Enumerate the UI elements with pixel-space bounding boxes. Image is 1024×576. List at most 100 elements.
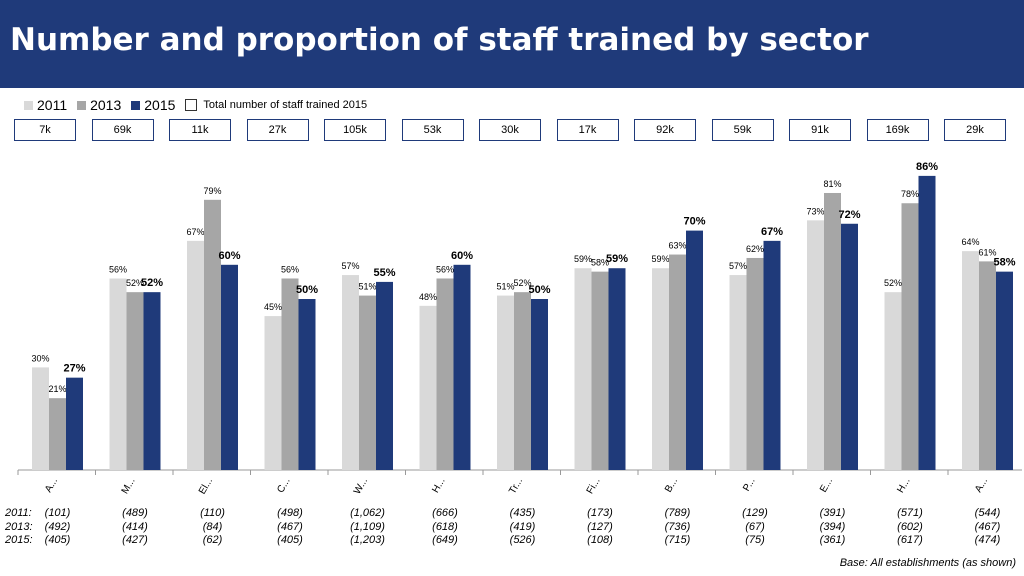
- base-cell: (649): [432, 534, 458, 546]
- bar-chart: 30%21%27%A...56%52%52%M...67%79%60%El...…: [17, 161, 1022, 496]
- data-label: 57%: [729, 261, 747, 271]
- bar-2013: [979, 261, 996, 470]
- data-label: 78%: [901, 189, 919, 199]
- header-banner: Number and proportion of staff trained b…: [0, 0, 1024, 88]
- bar-2015: [221, 264, 238, 470]
- legend-swatch: [77, 100, 87, 110]
- base-cell: (361): [819, 534, 846, 546]
- data-label: 81%: [823, 179, 841, 189]
- data-label: 51%: [496, 282, 514, 292]
- data-label: 52%: [141, 277, 163, 289]
- base-cell: (129): [742, 507, 768, 519]
- bar-2011: [884, 292, 902, 470]
- legend-label: 2011: [37, 97, 68, 113]
- total-box: 7k: [14, 119, 76, 141]
- base-cell: (391): [819, 507, 846, 519]
- data-label: 73%: [806, 206, 824, 216]
- base-row-label: 2015:: [5, 534, 33, 546]
- base-note: Base: All establishments (as shown): [839, 557, 1016, 569]
- legend-label: 2013: [90, 97, 122, 113]
- data-label: 27%: [63, 363, 85, 375]
- data-label: 56%: [109, 264, 127, 274]
- category-label: A...: [43, 476, 60, 495]
- legend-box: [185, 99, 198, 111]
- chart-legend: 2011 2013 2015 Total number of staff traine…: [24, 96, 377, 114]
- bar-2013: [359, 295, 376, 470]
- bar-2015: [918, 175, 936, 470]
- base-cell: (127): [587, 520, 613, 533]
- base-cell: (618): [432, 520, 458, 533]
- data-label: 62%: [746, 244, 764, 254]
- bar-2011: [729, 275, 747, 470]
- data-label: 56%: [281, 264, 299, 274]
- total-box: 17k: [556, 119, 619, 141]
- legend-swatch: [131, 100, 141, 110]
- base-cell: (62): [202, 534, 223, 546]
- bar-2013: [901, 203, 919, 471]
- bar-2015: [841, 223, 858, 470]
- data-label: 72%: [838, 209, 860, 221]
- data-label: 59%: [606, 253, 628, 265]
- legend-label: 2015: [144, 97, 176, 113]
- base-row-label: 2011:: [5, 507, 32, 519]
- data-label: 56%: [436, 264, 454, 274]
- bar-2011: [652, 268, 669, 470]
- base-cell: (715): [664, 534, 691, 546]
- total-box: 30k: [479, 119, 541, 141]
- base-cell: (108): [587, 534, 613, 546]
- bar-2011: [497, 295, 514, 470]
- total-box: 29k: [944, 119, 1006, 141]
- bar-2015: [996, 271, 1013, 470]
- bar-2011: [264, 316, 282, 470]
- data-label: 67%: [761, 226, 783, 238]
- bar-2011: [574, 268, 592, 470]
- base-cell: (67): [745, 520, 765, 533]
- base-cell: (736): [664, 520, 691, 533]
- base-cell: (617): [897, 534, 923, 546]
- base-cell: (405): [277, 534, 303, 546]
- category-label: H...: [430, 476, 447, 495]
- data-label: 60%: [451, 250, 473, 262]
- bar-2011: [807, 220, 824, 470]
- category-label: C...: [275, 476, 292, 495]
- data-label: 51%: [358, 282, 376, 292]
- base-cell: (173): [587, 507, 613, 519]
- base-cell: (394): [819, 520, 846, 533]
- data-label: 67%: [186, 227, 204, 237]
- bar-2015: [376, 281, 393, 470]
- total-box: 59k: [711, 119, 774, 141]
- total-box: 105k: [324, 119, 386, 141]
- total-box: 169k: [866, 119, 929, 141]
- bar-2015: [298, 299, 316, 470]
- base-cell: (414): [122, 520, 148, 533]
- data-label: 50%: [296, 284, 318, 296]
- bar-2013: [591, 271, 609, 470]
- base-sizes-table: 2011: (101) (489) (110) (498) (1,062) (666) (43…: [0, 507, 1024, 552]
- bar-2011: [109, 278, 127, 470]
- data-label: 59%: [651, 254, 669, 264]
- data-label: 79%: [203, 186, 221, 196]
- legend-label: Total number of staff trained 2015: [203, 99, 368, 111]
- legend-item-totals: Total number of staff trained 2015: [185, 99, 367, 111]
- total-box: 69k: [91, 119, 154, 141]
- category-label: Tr...: [507, 476, 525, 496]
- bar-2011: [342, 275, 359, 470]
- bar-2015: [531, 299, 548, 470]
- total-box: 11k: [169, 119, 231, 141]
- base-cell: (474): [974, 534, 1001, 546]
- data-label: 86%: [916, 161, 938, 173]
- bar-2015: [66, 377, 83, 470]
- bar-2015: [686, 230, 703, 470]
- page-title: Number and proportion of staff trained b…: [10, 22, 869, 58]
- category-label: W...: [352, 476, 370, 496]
- category-label: E...: [818, 476, 835, 495]
- data-label: 30%: [31, 353, 49, 363]
- legend-item-2013: 2013: [77, 97, 121, 113]
- bar-2011: [419, 305, 437, 470]
- data-label: 50%: [528, 284, 550, 296]
- legend-item-2011: 2011: [24, 97, 67, 113]
- bar-2015: [763, 240, 781, 470]
- data-label: 58%: [993, 257, 1015, 269]
- data-label: 63%: [668, 241, 686, 251]
- category-label: A...: [973, 476, 990, 495]
